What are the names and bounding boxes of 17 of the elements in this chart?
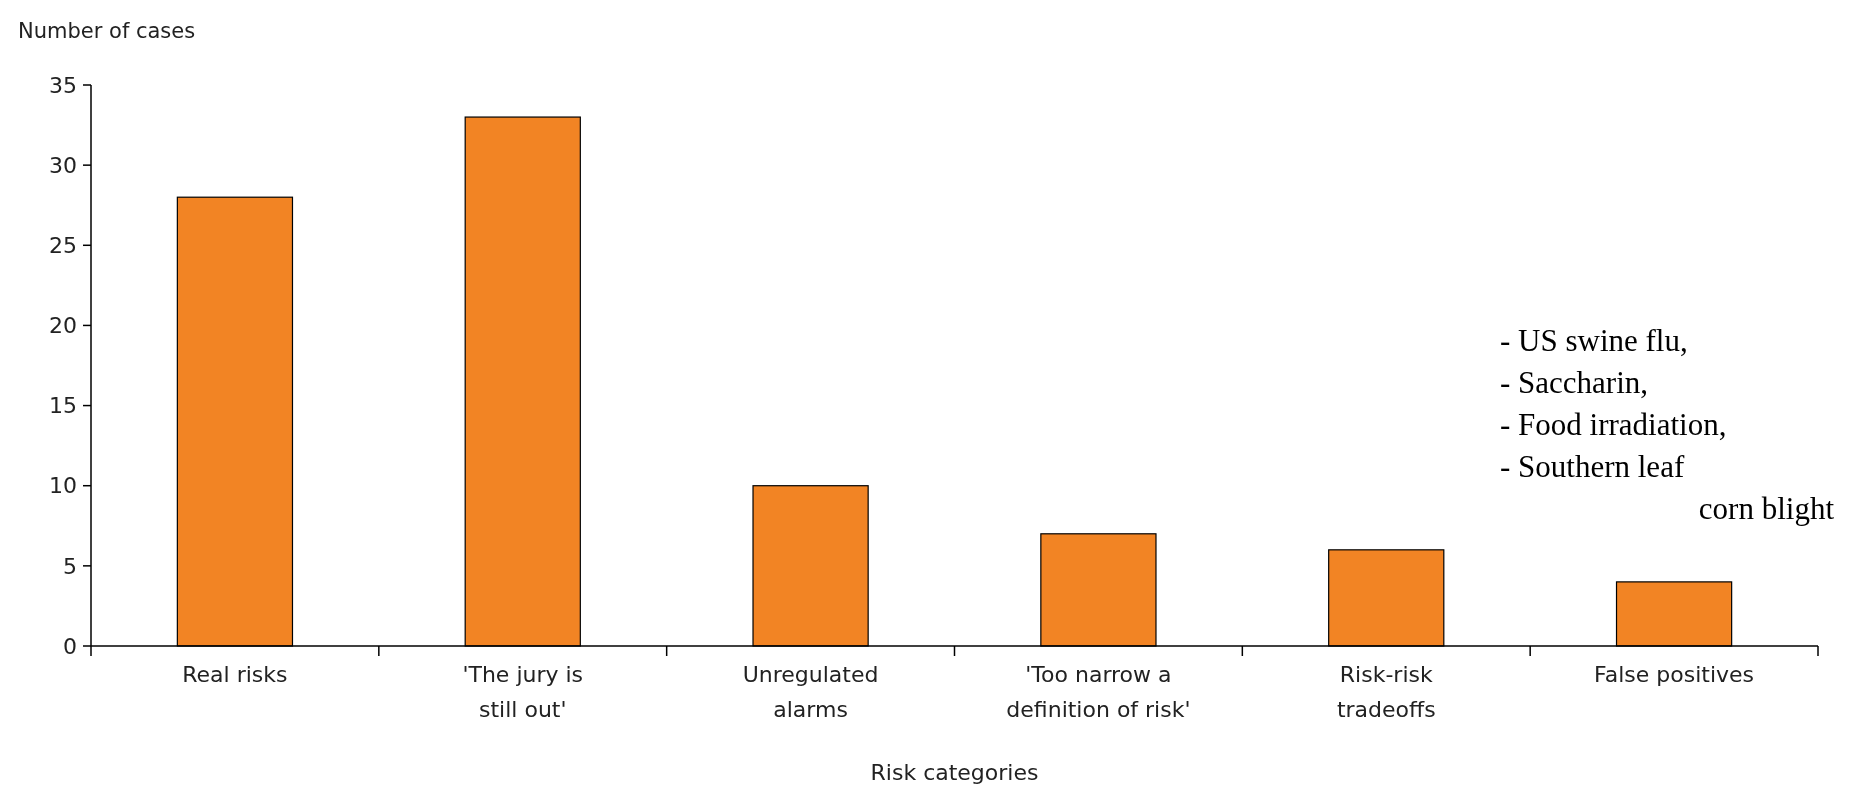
y-tick-label: 5 [63,553,77,579]
y-tick-label: 35 [49,72,77,98]
x-axis-title: Risk categories [870,760,1039,785]
annotation: - US swine flu, - Saccharin, - Food irradiation, - Southern leaf corn blight [1500,323,1835,526]
y-tick-label: 10 [49,473,77,499]
x-tick-label: Real risks [182,662,288,687]
y-tick-label: 0 [63,633,77,659]
y-tick-label: 20 [49,313,77,339]
y-tick-label: 15 [49,393,77,419]
y-axis-title: Number of cases [18,19,196,43]
x-tick-label: Risk-risk tradeoffs [1336,662,1436,722]
x-tick-label: 'Too narrow a definition of risk' [1006,662,1191,722]
y-tick-label: 25 [49,232,77,258]
x-tick-label: False positives [1594,662,1755,687]
x-tick-label: Unregulated alarms [742,662,879,722]
x-tick-label: 'The jury is still out' [462,662,584,722]
y-tick-label: 30 [49,152,77,178]
